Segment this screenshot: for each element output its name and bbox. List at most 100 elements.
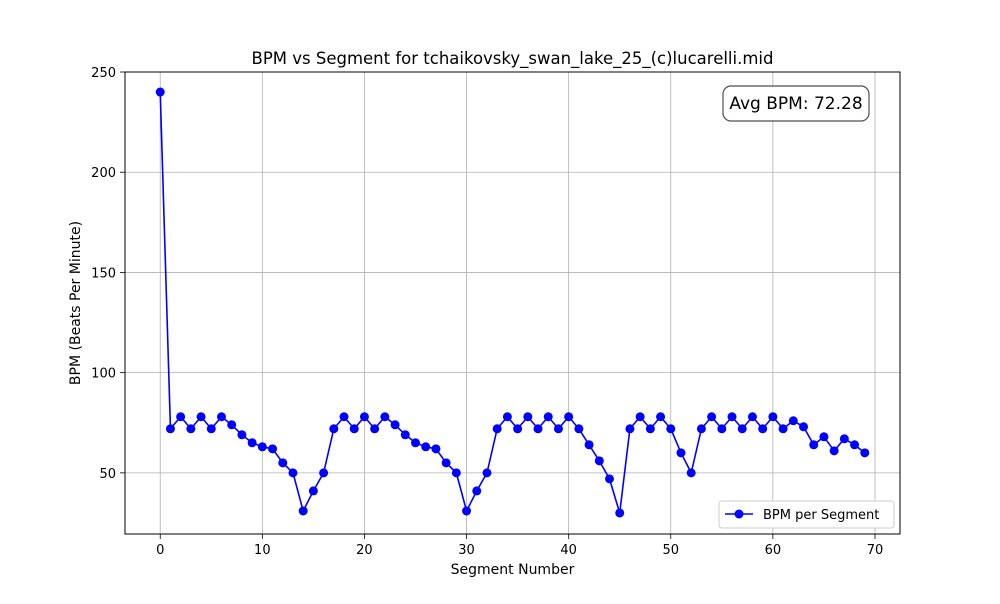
data-point (696, 424, 706, 434)
data-point (758, 424, 768, 434)
data-point (860, 448, 870, 458)
data-point (615, 508, 625, 518)
data-point (370, 424, 380, 434)
data-point (196, 412, 206, 422)
data-point (176, 412, 186, 422)
data-point (574, 424, 584, 434)
x-tick-label: 20 (356, 543, 373, 558)
series-line (159, 92, 866, 514)
data-point (268, 444, 278, 454)
y-tick-label: 200 (91, 166, 116, 181)
legend-marker-swatch (734, 509, 744, 519)
data-point (186, 424, 196, 434)
data-point (400, 430, 410, 440)
data-point (635, 412, 645, 422)
data-point (564, 412, 574, 422)
data-point (451, 468, 461, 478)
data-point (359, 412, 369, 422)
data-point (594, 456, 604, 466)
x-tick-label: 50 (662, 543, 679, 558)
data-point (809, 440, 819, 450)
y-axis-label: BPM (Beats Per Minute) (68, 221, 84, 385)
data-point (411, 438, 420, 448)
data-point (533, 424, 543, 434)
data-point (737, 424, 747, 434)
annotation-box (722, 85, 870, 122)
data-point (421, 442, 431, 452)
data-point (543, 412, 553, 422)
data-point (584, 440, 594, 450)
data-point (441, 458, 451, 468)
data-point (727, 412, 737, 422)
x-tick-label: 0 (156, 543, 164, 558)
data-point (645, 424, 655, 434)
plot-frame (124, 71, 901, 535)
x-tick-label: 40 (560, 543, 577, 558)
data-point (778, 424, 788, 434)
data-point (257, 442, 267, 452)
x-tick-label: 30 (458, 543, 475, 558)
data-point (502, 412, 512, 422)
data-point (227, 420, 237, 430)
avg-bpm-annotation: Avg BPM: 72.28 (722, 85, 870, 122)
data-point (513, 424, 523, 434)
data-point (788, 416, 798, 426)
data-point (492, 424, 502, 434)
data-point (625, 424, 635, 434)
data-point (839, 434, 849, 444)
data-point (308, 486, 318, 496)
data-point (482, 468, 492, 478)
grid-lines (125, 71, 900, 534)
legend-label: BPM per Segment (763, 508, 879, 523)
x-axis-label: Segment Number (451, 562, 575, 578)
x-tick-label: 70 (867, 543, 884, 558)
y-tick-label: 250 (91, 66, 116, 81)
data-point (431, 444, 441, 454)
data-point (247, 438, 257, 448)
data-point (656, 412, 666, 422)
data-point (349, 424, 359, 434)
data-point (390, 420, 400, 430)
data-point (329, 424, 339, 434)
data-point (298, 506, 308, 516)
x-tick-label: 60 (765, 543, 782, 558)
data-point (707, 412, 717, 422)
x-tick-label: 10 (254, 543, 271, 558)
data-point (717, 424, 727, 434)
data-point (686, 468, 696, 478)
data-point (747, 412, 757, 422)
data-point (278, 458, 288, 468)
data-point (666, 424, 676, 434)
data-point (206, 424, 216, 434)
data-point (237, 430, 247, 440)
data-point (216, 412, 226, 422)
axis-ticks: 0 10 20 30 40 50 60 70 50 100 150 200 250 (91, 66, 883, 558)
data-point (165, 424, 175, 434)
data-point (799, 422, 809, 432)
data-point (523, 412, 533, 422)
data-point (819, 432, 829, 442)
avg-bpm-text: Avg BPM: 72.28 (729, 94, 862, 114)
data-point (768, 412, 778, 422)
data-point (462, 506, 472, 516)
legend: BPM per Segment (718, 500, 895, 529)
data-point (319, 468, 329, 478)
data-point (605, 474, 614, 484)
data-point (829, 446, 839, 456)
data-point (380, 412, 390, 422)
y-tick-label: 100 (91, 367, 116, 382)
data-point (339, 412, 349, 422)
data-point (155, 87, 165, 97)
data-point (288, 468, 298, 478)
legend-box (718, 500, 895, 529)
chart-title: BPM vs Segment for tchaikovsky_swan_lake… (252, 49, 774, 69)
data-point (553, 424, 563, 434)
data-point (676, 448, 686, 458)
y-tick-label: 50 (99, 467, 116, 482)
y-tick-label: 150 (91, 266, 116, 281)
data-point (850, 440, 860, 450)
series-layer (155, 87, 870, 518)
data-point (472, 486, 482, 496)
